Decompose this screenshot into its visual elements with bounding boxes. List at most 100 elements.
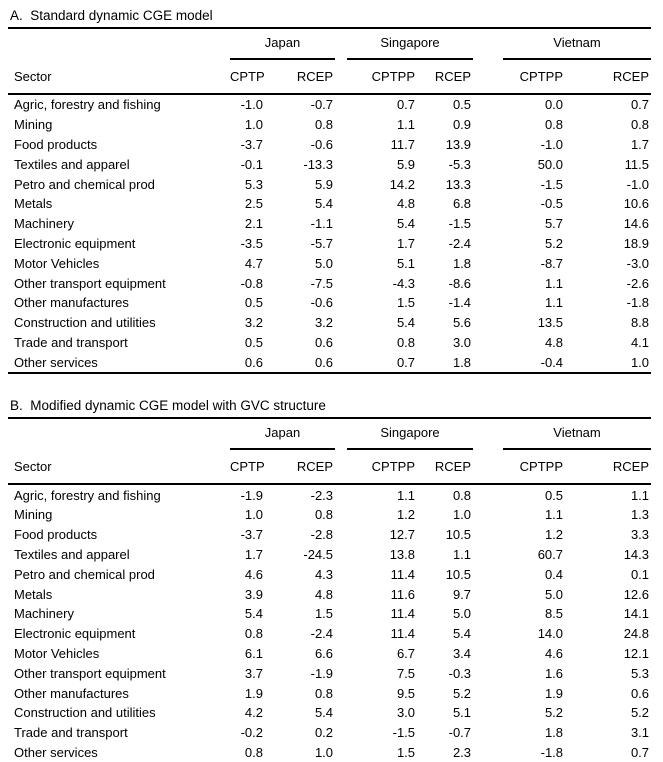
sector-cell: Trade and transport	[14, 334, 128, 350]
value-cell-japan-cptpp: 0.5	[244, 295, 263, 311]
panel-a-body: Agric, forestry and fishing -1.0 -0.7 0.…	[8, 94, 651, 373]
value-cell-vietnam-rcep: 1.0	[630, 354, 650, 370]
table-row: Agric, forestry and fishing -1.0 -0.7 0.…	[8, 94, 651, 115]
value-cell-japan-cptpp: 1.7	[244, 546, 263, 562]
value-cell-vietnam-rcep: 1.3	[630, 507, 650, 523]
value-cell-vietnam-rcep: 14.6	[623, 216, 650, 232]
sector-cell: Metals	[14, 586, 53, 602]
column-gap	[335, 564, 347, 584]
scenario-header-cptpp: CPTPP	[347, 449, 418, 486]
value-cell-singapore-rcep: 9.7	[452, 586, 472, 602]
scenario-header-cptpp: CPTPP	[230, 59, 265, 95]
country-header-row: Japan Singapore Vietnam	[8, 418, 652, 451]
value-cell-vietnam-cptpp: -8.7	[540, 255, 564, 271]
value-cell-singapore-cptpp: 1.1	[396, 117, 416, 133]
sector-cell: Other transport equipment	[14, 275, 166, 291]
value-cell-vietnam-cptpp: 0.0	[544, 97, 564, 113]
value-cell-vietnam-rcep: 5.2	[630, 705, 650, 721]
value-cell-singapore-rcep: -2.4	[448, 235, 472, 251]
value-cell-japan-rcep: 4.8	[314, 586, 334, 602]
table-row: Agric, forestry and fishing -1.9 -2.3 1.…	[8, 484, 651, 505]
value-cell-vietnam-rcep: -3.0	[626, 255, 650, 271]
column-gap	[335, 418, 347, 449]
value-cell-singapore-rcep: -0.3	[448, 665, 472, 681]
value-cell-japan-cptpp: 4.7	[244, 255, 263, 271]
value-cell-vietnam-rcep: -1.8	[626, 295, 650, 311]
value-cell-japan-cptpp: 0.8	[244, 744, 263, 760]
column-gap	[473, 484, 503, 505]
value-cell-japan-cptpp: -3.5	[240, 235, 263, 251]
value-cell-japan-cptpp: 1.0	[244, 117, 263, 133]
value-cell-japan-cptpp: 2.5	[244, 196, 263, 212]
value-cell-vietnam-rcep: 11.5	[624, 156, 650, 172]
sector-cell: Machinery	[14, 606, 74, 622]
value-cell-singapore-rcep: 10.5	[445, 566, 472, 582]
sector-cell: Food products	[14, 527, 98, 543]
value-cell-vietnam-cptpp: 13.5	[537, 315, 564, 331]
value-cell-japan-rcep: -2.4	[310, 626, 334, 642]
column-gap	[473, 135, 503, 155]
value-cell-japan-cptpp: 0.8	[244, 626, 263, 642]
value-cell-japan-rcep: 0.6	[314, 334, 334, 350]
column-gap	[473, 663, 503, 683]
value-cell-vietnam-cptpp: -1.5	[540, 176, 564, 192]
column-gap	[335, 505, 347, 525]
column-gap	[473, 644, 503, 664]
scenario-header-rcep: RCEP	[265, 449, 336, 486]
value-cell-singapore-cptpp: 6.7	[396, 645, 416, 661]
value-cell-japan-rcep: 0.8	[314, 507, 334, 523]
value-cell-vietnam-cptpp: 14.0	[537, 626, 564, 642]
column-gap	[473, 743, 503, 762]
sector-cell: Petro and chemical prod	[14, 566, 155, 582]
sector-cell: Motor Vehicles	[14, 645, 100, 661]
column-gap	[473, 333, 503, 353]
column-gap	[335, 94, 347, 115]
value-cell-japan-rcep: -5.7	[310, 235, 334, 251]
value-cell-vietnam-rcep: 14.1	[623, 606, 650, 622]
country-header-row: Japan Singapore Vietnam	[8, 28, 652, 60]
panel-a: A. Standard dynamic CGE model Japan Sing…	[8, 5, 663, 375]
value-cell-vietnam-rcep: 18.9	[623, 235, 650, 251]
value-cell-singapore-rcep: 5.1	[452, 705, 472, 721]
value-cell-singapore-cptpp: 1.2	[396, 507, 416, 523]
sector-cell: Mining	[14, 117, 53, 133]
column-gap	[335, 545, 347, 565]
value-cell-japan-rcep: 4.3	[314, 566, 334, 582]
value-cell-singapore-rcep: -8.6	[448, 275, 472, 291]
scenario-header-rcep: RCEP	[417, 59, 474, 95]
column-gap	[473, 683, 503, 703]
value-cell-singapore-cptpp: 9.5	[396, 685, 416, 701]
column-gap	[335, 624, 347, 644]
column-gap	[473, 94, 503, 115]
column-gap	[473, 418, 503, 449]
sector-cell: Agric, forestry and fishing	[14, 97, 161, 113]
value-cell-japan-cptpp: 1.0	[244, 507, 263, 523]
value-cell-singapore-rcep: 1.8	[452, 354, 472, 370]
value-cell-japan-rcep: -0.7	[310, 97, 334, 113]
column-gap	[335, 59, 348, 95]
scenario-header-cptpp: CPTPP	[347, 59, 418, 95]
value-cell-vietnam-cptpp: 5.0	[544, 586, 564, 602]
panel-b: B. Modified dynamic CGE model with GVC s…	[8, 395, 663, 762]
value-cell-vietnam-cptpp: 1.1	[544, 275, 564, 291]
column-gap	[335, 214, 347, 234]
table-row: Machinery 2.1 -1.1 5.4 -1.5 5.7 14.6	[8, 214, 651, 234]
value-cell-singapore-rcep: 3.4	[452, 645, 472, 661]
column-gap	[473, 59, 504, 95]
value-cell-singapore-rcep: -0.7	[448, 725, 472, 741]
scenario-header-cptpp: CPTPP	[503, 59, 566, 95]
value-cell-japan-rcep: -1.1	[310, 216, 334, 232]
value-cell-japan-cptpp: 4.6	[244, 566, 263, 582]
value-cell-singapore-cptpp: 5.1	[396, 255, 416, 271]
table-row: Metals 3.9 4.8 11.6 9.7 5.0 12.6	[8, 584, 651, 604]
sector-cell: Other transport equipment	[14, 665, 166, 681]
scenario-header-cptpp: CPTPP	[503, 449, 566, 486]
value-cell-singapore-cptpp: 12.7	[389, 527, 416, 543]
table-row: Food products -3.7 -0.6 11.7 13.9 -1.0 1…	[8, 135, 651, 155]
value-cell-singapore-cptpp: 1.5	[396, 295, 416, 311]
value-cell-japan-rcep: 0.8	[314, 117, 334, 133]
value-cell-japan-cptpp: 3.9	[244, 586, 263, 602]
value-cell-japan-rcep: 5.4	[314, 705, 334, 721]
table-row: Construction and utilities 3.2 3.2 5.4 5…	[8, 313, 651, 333]
value-cell-japan-cptpp: 1.9	[244, 685, 263, 701]
